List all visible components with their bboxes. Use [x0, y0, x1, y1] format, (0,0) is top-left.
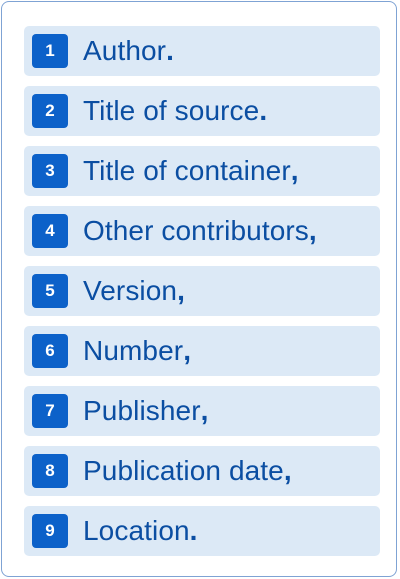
item-label-text: Number [83, 335, 184, 366]
item-punctuation: , [308, 215, 317, 246]
list-item-location: 9 Location. [24, 506, 380, 556]
item-number-badge: 9 [32, 514, 68, 548]
item-label-text: Title of container [83, 155, 291, 186]
list-item-other-contributors: 4 Other contributors, [24, 206, 380, 256]
item-punctuation: , [183, 335, 192, 366]
citation-elements-list: 1 Author. 2 Title of source. 3 Title of … [24, 26, 380, 566]
item-label: Location. [83, 506, 198, 556]
list-item-number: 6 Number, [24, 326, 380, 376]
item-punctuation: , [200, 395, 209, 426]
item-label: Publisher, [83, 386, 209, 436]
item-punctuation: . [166, 35, 174, 66]
item-number-badge: 8 [32, 454, 68, 488]
item-label: Publication date, [83, 446, 292, 496]
item-punctuation: , [283, 455, 292, 486]
item-label: Number, [83, 326, 191, 376]
item-label-text: Version [83, 275, 178, 306]
item-number-badge: 4 [32, 214, 68, 248]
list-item-publication-date: 8 Publication date, [24, 446, 380, 496]
item-number-badge: 1 [32, 34, 68, 68]
item-label: Other contributors, [83, 206, 317, 256]
item-number-badge: 3 [32, 154, 68, 188]
list-item-author: 1 Author. [24, 26, 380, 76]
item-number-badge: 7 [32, 394, 68, 428]
item-label: Version, [83, 266, 185, 316]
item-number-badge: 2 [32, 94, 68, 128]
item-label-text: Title of source [83, 95, 260, 126]
item-punctuation: , [177, 275, 185, 306]
item-punctuation: . [259, 95, 268, 126]
item-label-text: Publisher [83, 395, 201, 426]
item-number-badge: 6 [32, 334, 68, 368]
item-label-text: Publication date [83, 455, 284, 486]
list-item-publisher: 7 Publisher, [24, 386, 380, 436]
item-label: Author. [83, 26, 174, 76]
list-item-version: 5 Version, [24, 266, 380, 316]
item-punctuation: . [189, 515, 198, 546]
item-punctuation: , [290, 155, 299, 186]
item-label: Title of source. [83, 86, 267, 136]
item-label-text: Other contributors [83, 215, 309, 246]
item-label: Title of container, [83, 146, 299, 196]
list-item-title-of-source: 2 Title of source. [24, 86, 380, 136]
item-number-badge: 5 [32, 274, 68, 308]
item-label-text: Author [83, 35, 167, 66]
item-label-text: Location [83, 515, 190, 546]
list-item-title-of-container: 3 Title of container, [24, 146, 380, 196]
